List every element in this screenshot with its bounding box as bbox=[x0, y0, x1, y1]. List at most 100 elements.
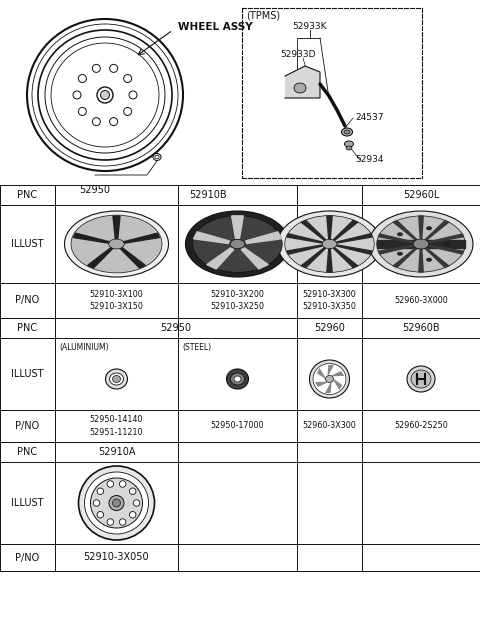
Text: P/NO: P/NO bbox=[15, 553, 40, 562]
Polygon shape bbox=[428, 234, 464, 243]
Ellipse shape bbox=[377, 216, 465, 272]
Ellipse shape bbox=[106, 369, 128, 389]
Ellipse shape bbox=[227, 369, 249, 389]
Ellipse shape bbox=[407, 366, 435, 392]
Text: 52910B: 52910B bbox=[190, 190, 228, 200]
Ellipse shape bbox=[397, 252, 403, 256]
Text: (ALUMINIUM): (ALUMINIUM) bbox=[59, 343, 108, 352]
Ellipse shape bbox=[97, 87, 113, 103]
Polygon shape bbox=[317, 368, 325, 379]
Polygon shape bbox=[393, 220, 417, 240]
Ellipse shape bbox=[124, 74, 132, 83]
Polygon shape bbox=[393, 248, 417, 268]
Ellipse shape bbox=[344, 130, 350, 134]
Polygon shape bbox=[327, 216, 332, 239]
Polygon shape bbox=[113, 216, 120, 239]
Polygon shape bbox=[193, 232, 229, 243]
Text: P/NO: P/NO bbox=[15, 421, 40, 431]
Polygon shape bbox=[120, 248, 145, 268]
Polygon shape bbox=[334, 248, 358, 268]
Text: 52960-3X300: 52960-3X300 bbox=[302, 422, 356, 431]
Polygon shape bbox=[123, 233, 159, 243]
Ellipse shape bbox=[109, 496, 124, 510]
Text: 52950: 52950 bbox=[80, 185, 110, 195]
Ellipse shape bbox=[369, 211, 473, 277]
Ellipse shape bbox=[84, 472, 148, 534]
Ellipse shape bbox=[79, 466, 155, 540]
Polygon shape bbox=[301, 220, 325, 240]
Ellipse shape bbox=[133, 499, 140, 507]
Ellipse shape bbox=[78, 107, 86, 116]
Ellipse shape bbox=[97, 488, 104, 494]
Text: 52910-3X300
52910-3X350: 52910-3X300 52910-3X350 bbox=[302, 290, 357, 311]
Ellipse shape bbox=[91, 478, 143, 528]
Text: 52960B: 52960B bbox=[402, 323, 440, 333]
Ellipse shape bbox=[426, 227, 432, 230]
Ellipse shape bbox=[112, 499, 120, 507]
Text: 52933D: 52933D bbox=[280, 50, 316, 59]
Ellipse shape bbox=[346, 146, 352, 150]
Ellipse shape bbox=[130, 512, 136, 518]
Ellipse shape bbox=[107, 519, 114, 525]
Text: 52950-17000: 52950-17000 bbox=[211, 422, 264, 431]
Polygon shape bbox=[428, 245, 464, 254]
Ellipse shape bbox=[341, 128, 352, 136]
Polygon shape bbox=[301, 248, 325, 268]
Polygon shape bbox=[207, 248, 234, 269]
Ellipse shape bbox=[108, 239, 124, 249]
Text: 52960-2S250: 52960-2S250 bbox=[394, 422, 448, 431]
Ellipse shape bbox=[120, 519, 126, 525]
Text: 52933K: 52933K bbox=[293, 22, 327, 31]
Ellipse shape bbox=[120, 481, 126, 487]
Polygon shape bbox=[325, 383, 332, 394]
Ellipse shape bbox=[155, 155, 159, 159]
Text: PNC: PNC bbox=[17, 190, 37, 200]
Text: ILLUST: ILLUST bbox=[11, 498, 44, 508]
Polygon shape bbox=[287, 245, 323, 254]
Ellipse shape bbox=[153, 153, 161, 160]
Text: 52950: 52950 bbox=[160, 323, 192, 333]
Ellipse shape bbox=[107, 481, 114, 487]
Polygon shape bbox=[336, 234, 372, 243]
Ellipse shape bbox=[411, 370, 431, 388]
Polygon shape bbox=[327, 365, 334, 376]
Ellipse shape bbox=[234, 376, 241, 382]
Polygon shape bbox=[241, 248, 268, 269]
Ellipse shape bbox=[129, 91, 137, 99]
Text: 52910-3X050: 52910-3X050 bbox=[84, 553, 149, 562]
Ellipse shape bbox=[109, 373, 123, 385]
Ellipse shape bbox=[185, 211, 289, 277]
Ellipse shape bbox=[73, 91, 81, 99]
Text: 52960-3X000: 52960-3X000 bbox=[394, 296, 448, 305]
Ellipse shape bbox=[313, 363, 346, 394]
Ellipse shape bbox=[100, 91, 109, 100]
Ellipse shape bbox=[64, 211, 168, 277]
Ellipse shape bbox=[71, 215, 162, 273]
Text: (TPMS): (TPMS) bbox=[246, 10, 280, 20]
Polygon shape bbox=[73, 233, 109, 243]
Text: 52934: 52934 bbox=[356, 155, 384, 164]
Polygon shape bbox=[333, 379, 342, 390]
Polygon shape bbox=[315, 382, 327, 387]
Polygon shape bbox=[285, 66, 320, 98]
Text: (STEEL): (STEEL) bbox=[182, 343, 211, 352]
Ellipse shape bbox=[413, 239, 429, 249]
Text: WHEEL ASSY: WHEEL ASSY bbox=[178, 22, 252, 32]
Ellipse shape bbox=[109, 117, 118, 126]
Ellipse shape bbox=[230, 373, 244, 385]
Text: 52950-14140
52951-11210: 52950-14140 52951-11210 bbox=[90, 415, 143, 437]
Polygon shape bbox=[246, 232, 281, 243]
Polygon shape bbox=[419, 249, 423, 272]
Ellipse shape bbox=[109, 64, 118, 73]
Ellipse shape bbox=[78, 74, 86, 83]
Ellipse shape bbox=[93, 499, 100, 507]
Text: 52960: 52960 bbox=[314, 323, 345, 333]
Text: PNC: PNC bbox=[17, 323, 37, 333]
Ellipse shape bbox=[124, 107, 132, 116]
Polygon shape bbox=[378, 245, 414, 254]
Ellipse shape bbox=[397, 232, 403, 236]
Text: 52910-3X200
52910-3X250: 52910-3X200 52910-3X250 bbox=[211, 290, 264, 311]
Polygon shape bbox=[327, 249, 332, 272]
Polygon shape bbox=[88, 248, 113, 268]
Polygon shape bbox=[378, 234, 414, 243]
